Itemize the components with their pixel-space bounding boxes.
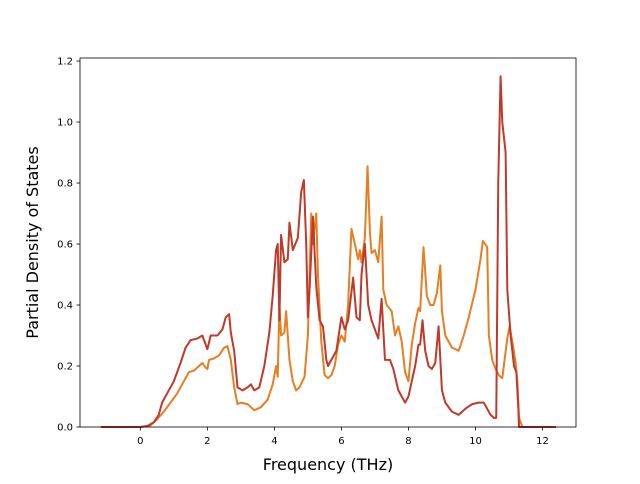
x-tick-label: 12 [536,436,549,447]
series-layer [100,75,556,428]
x-tick-label: 8 [405,436,411,447]
y-tick-label: 0.8 [57,179,73,190]
series-line-2 [100,75,556,428]
y-axis-label: Partial Density of States [23,146,42,338]
x-axis-label: Frequency (THz) [263,455,393,474]
y-tick-label: 0.6 [57,240,73,251]
x-tick-label: 2 [204,436,210,447]
x-tick-label: 10 [469,436,482,447]
x-tick-label: 0 [137,436,143,447]
y-ticks: 0.0 0.2 0.4 0.6 0.8 1.0 1.2 [57,57,80,434]
y-tick-label: 0.2 [57,362,73,373]
y-tick-label: 1.2 [57,57,73,68]
x-ticks: 0 2 4 6 8 10 12 [137,427,549,447]
x-tick-label: 4 [271,436,277,447]
y-tick-label: 0.4 [57,301,73,312]
series-line-1 [100,165,556,428]
plot-frame [79,57,577,428]
y-tick-label: 0.0 [57,423,73,434]
x-tick-label: 6 [338,436,344,447]
y-tick-label: 1.0 [57,118,73,129]
